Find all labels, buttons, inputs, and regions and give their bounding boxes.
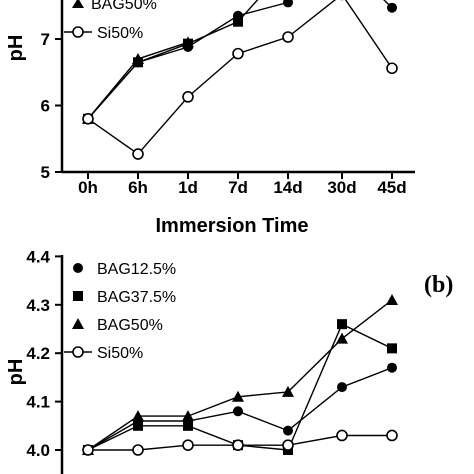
panel-b-series-markers — [82, 293, 398, 456]
panel-b-point-si50 — [282, 439, 294, 451]
panel-b-y-tick-label: 4.0 — [26, 441, 50, 460]
panel-b-legend-label-si50: Si50% — [97, 345, 143, 362]
panel-a-point-bag125 — [387, 2, 397, 13]
panel-b-y-tick-label: 4.4 — [26, 247, 50, 266]
panel-b-label: (b) — [424, 272, 453, 298]
panel-a-x-ticks: 0h 6h 1d 7d 14d 30d 45d — [78, 172, 407, 197]
panel-a-y-tick-label: 7 — [41, 30, 50, 49]
panel-b-point-bag125 — [337, 382, 347, 393]
panel-b-point-bag125 — [233, 406, 243, 417]
panel-a-point-bag50 — [132, 52, 144, 64]
panel-b-point-bag375 — [183, 420, 193, 431]
panel-b-point-bag375 — [133, 420, 143, 431]
panel-b-point-bag375 — [387, 343, 397, 354]
panel-a-legend-label-bag50: BAG50% — [91, 0, 157, 13]
panel-a-point-si50 — [282, 31, 294, 43]
panel-a-point-si50 — [182, 91, 194, 103]
panel-b-legend-label-bag375: BAG37.5% — [97, 289, 176, 306]
panel-b-point-si50 — [336, 429, 348, 442]
panel-b-legend: BAG12.5% BAG37.5% BAG50% Si50% — [64, 261, 176, 362]
panel-b: pH (b) 4.04.14.24.34.4 BAG12.5%BAG37.5%B… — [5, 247, 453, 474]
panel-b-y-tick-label: 4.1 — [26, 393, 50, 412]
panel-a-x-tick-label: 45d — [377, 178, 406, 197]
panel-a-point-si50 — [82, 113, 94, 125]
panel-a-y-tick-label: 6 — [41, 97, 50, 116]
panel-b-legend-label-bag50: BAG50% — [97, 317, 163, 334]
panel-a-point-bag375 — [233, 16, 243, 27]
panel-b-point-bag50 — [386, 293, 398, 305]
panel-b-y-axis-title: pH — [5, 359, 27, 386]
panel-a-series-markers — [82, 0, 398, 160]
panel-b-point-si50 — [82, 444, 94, 456]
panel-b-point-bag125 — [283, 425, 293, 436]
panel-b-point-bag125 — [387, 362, 397, 373]
panel-b-point-bag50 — [132, 410, 144, 422]
panel-b-y-tick-label: 4.2 — [26, 344, 50, 363]
panel-a-line-bag375 — [87, 0, 259, 120]
panel-b-legend-marker-bag125 — [73, 263, 83, 273]
panel-b-point-bag375 — [337, 319, 347, 330]
panel-b-legend-label-bag125: BAG12.5% — [97, 261, 176, 278]
panel-a-x-tick-label: 30d — [327, 178, 356, 197]
panel-a-point-si50 — [386, 62, 398, 75]
panel-a-x-tick-label: 7d — [228, 178, 248, 197]
panel-a-legend-marker-si50 — [72, 26, 84, 38]
panel-a-point-bag50 — [182, 36, 194, 48]
panel-a-x-axis-title: Immersion Time — [155, 215, 308, 237]
panel-a-legend-label-si50: Si50% — [97, 25, 143, 42]
panel-a-y-ticks: 5678 — [41, 30, 62, 182]
panel-a-legend-marker-bag50 — [72, 0, 84, 8]
panel-b-point-si50 — [386, 429, 398, 442]
panel-a-point-si50 — [232, 47, 244, 60]
panel-b-y-tick-label: 4.3 — [26, 296, 50, 315]
panel-a-point-si50 — [132, 148, 144, 160]
panel-a-x-tick-label: 14d — [273, 178, 302, 197]
panel-b-legend-marker-si50 — [72, 346, 84, 358]
panel-a-x-tick-label: 1d — [178, 178, 198, 197]
panel-a-point-bag125 — [283, 0, 293, 8]
panel-a-y-axis-title: pH — [5, 35, 27, 62]
panel-a-x-tick-label: 0h — [78, 178, 98, 197]
panel-a-y-tick-label: 5 — [41, 163, 50, 182]
panel-b-point-si50 — [182, 439, 194, 451]
panel-a-x-tick-label: 6h — [128, 178, 148, 197]
panel-b-point-bag50 — [232, 390, 244, 402]
panel-a: pH Immersion Time 5678 0h6h1d7d14d30d45d… — [5, 0, 415, 237]
panel-a-legend: BAG50% Si50% — [64, 0, 157, 42]
panel-b-y-ticks: 4.0 4.1 4.2 4.3 4.4 — [26, 247, 62, 460]
panel-b-point-si50 — [232, 439, 244, 451]
panel-b-point-bag50 — [182, 410, 194, 422]
panel-b-legend-marker-bag50 — [72, 318, 84, 329]
panel-b-point-si50 — [132, 444, 144, 456]
panel-b-legend-marker-bag375 — [73, 291, 83, 301]
panel-b-point-bag50 — [336, 332, 348, 344]
panel-b-point-bag50 — [282, 385, 294, 397]
